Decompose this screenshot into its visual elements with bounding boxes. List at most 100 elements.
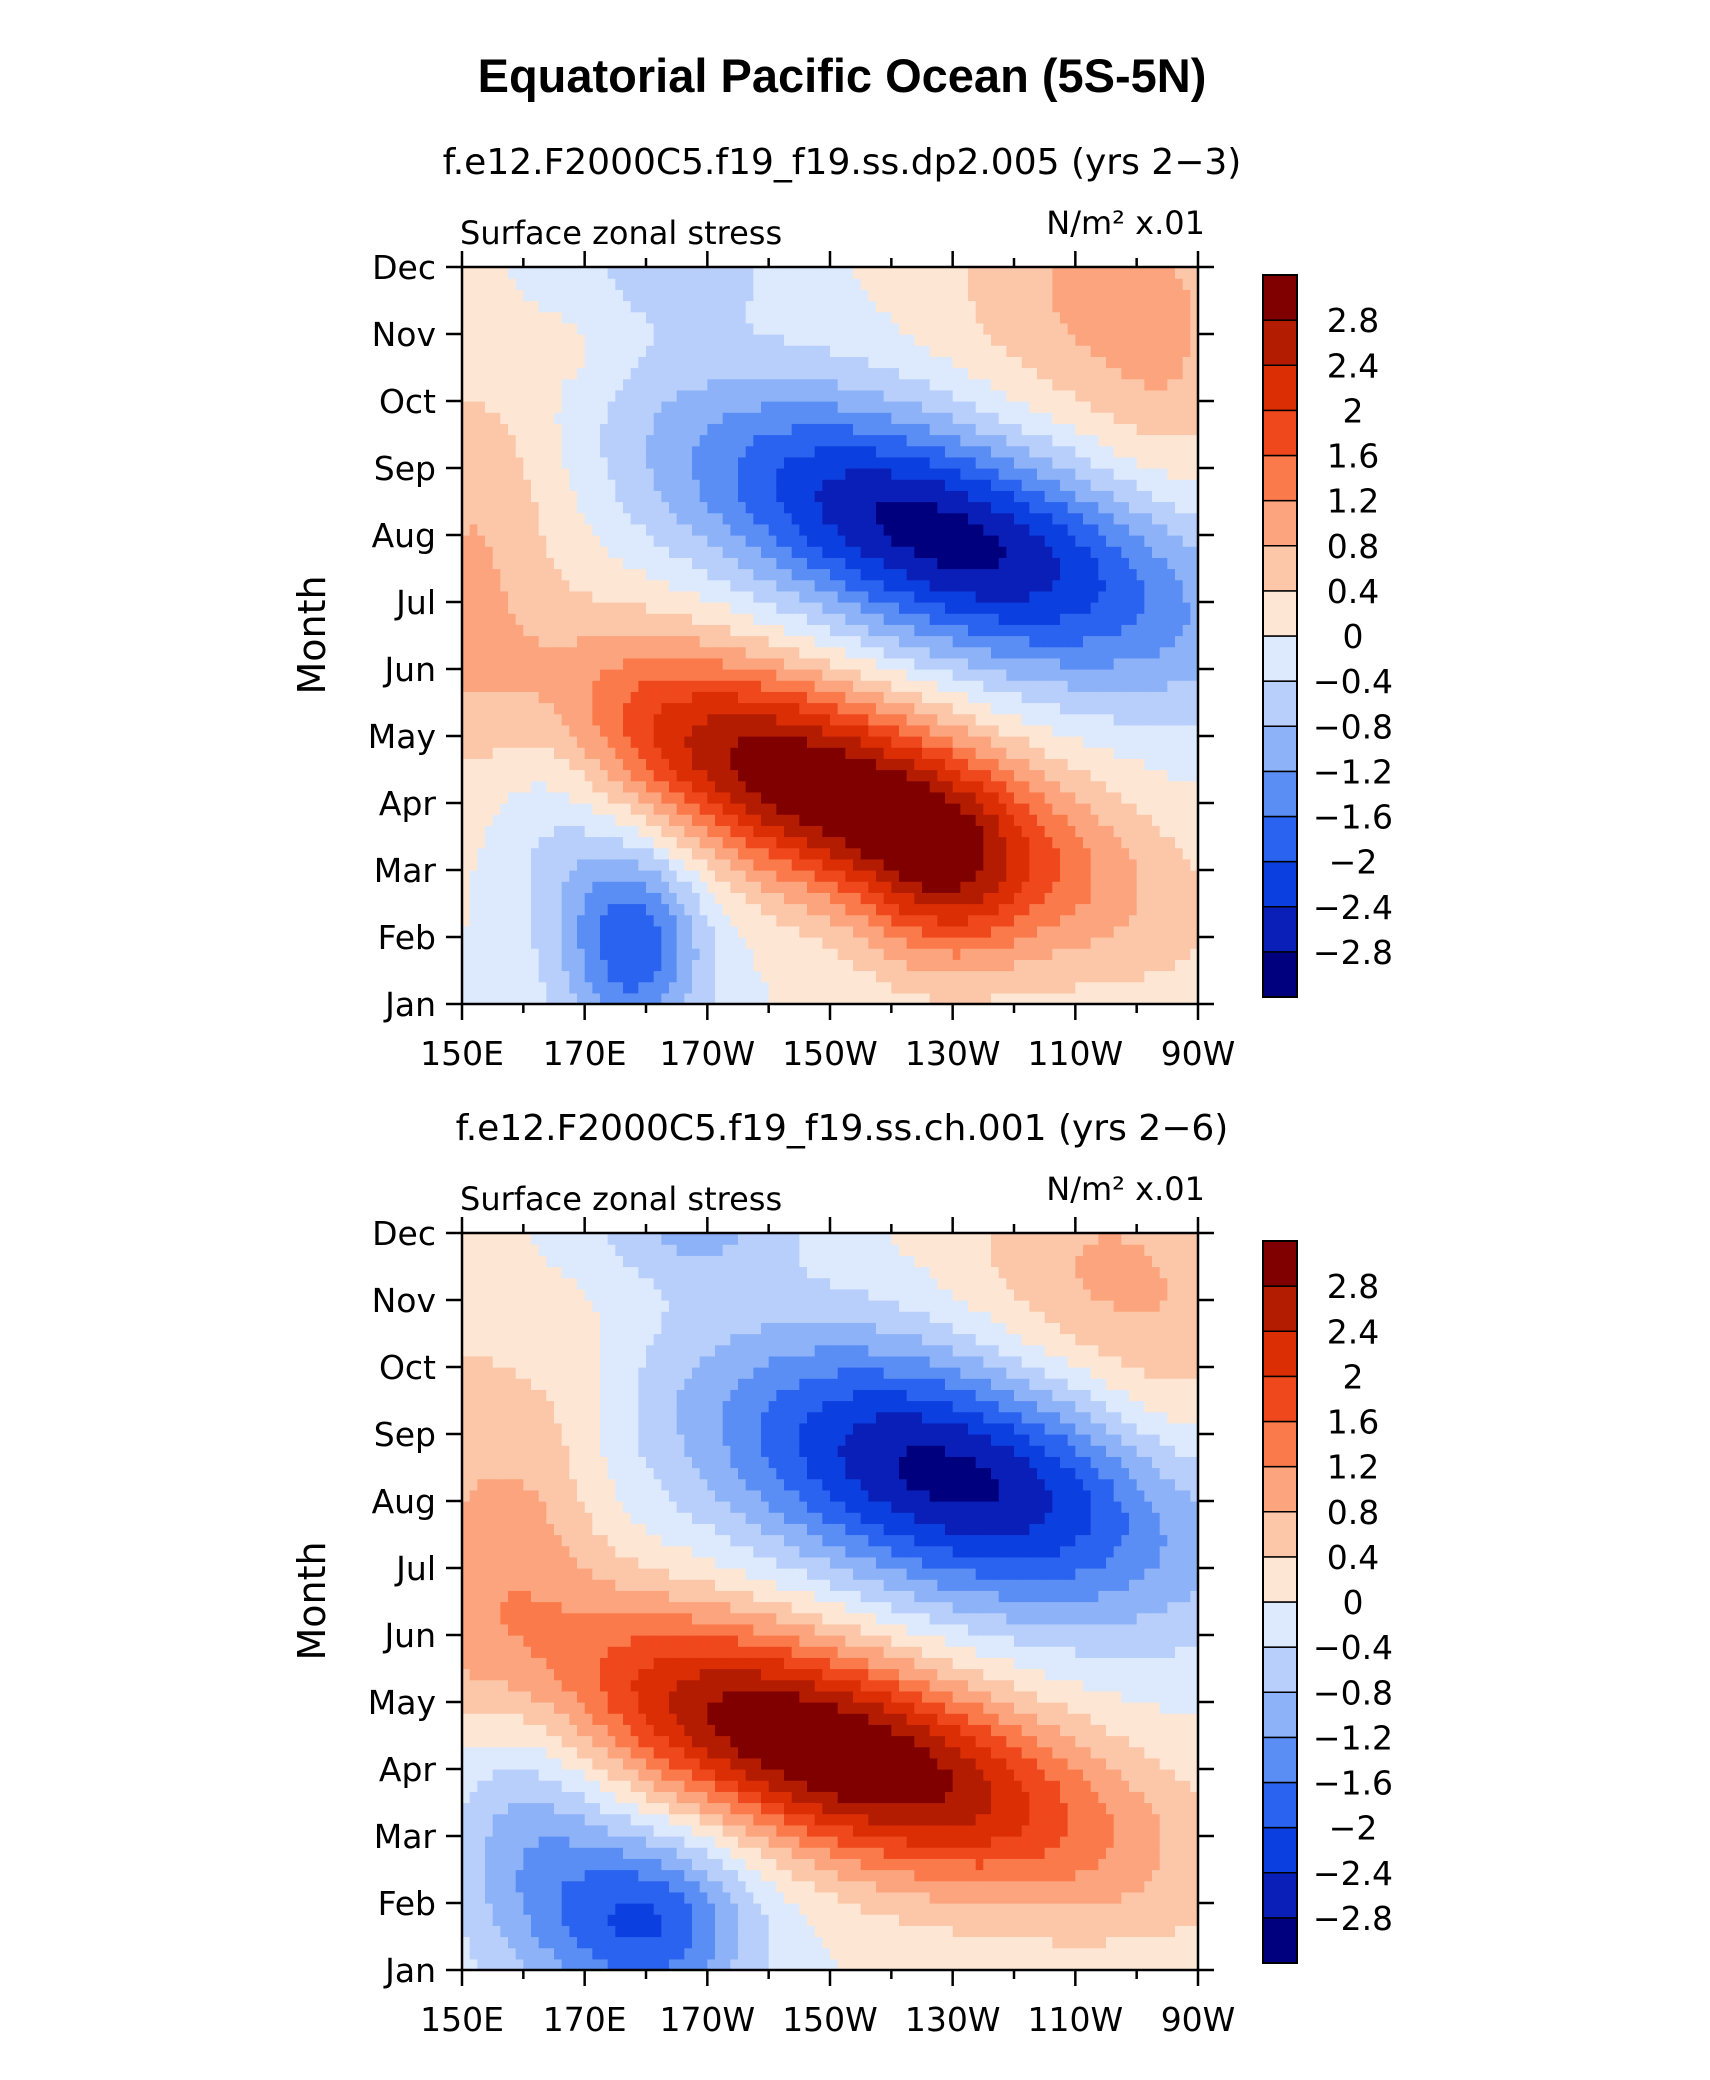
heatmap-cell: [768, 646, 777, 659]
heatmap-cell: [1167, 758, 1176, 771]
heatmap-cell: [799, 892, 808, 905]
heatmap-cell: [692, 914, 701, 927]
heatmap-cell: [799, 713, 808, 726]
heatmap-cell: [745, 758, 754, 771]
heatmap-cell: [1182, 870, 1191, 882]
heatmap-cell: [1006, 702, 1015, 715]
heatmap-cell: [1060, 456, 1069, 469]
heatmap-cell: [1083, 557, 1092, 570]
heatmap-cell: [653, 825, 662, 838]
heatmap-cell: [952, 914, 961, 927]
heatmap-cell: [876, 992, 885, 1005]
heatmap-cell: [1190, 456, 1199, 469]
heatmap-cell: [1029, 736, 1038, 748]
heatmap-cell: [807, 825, 816, 838]
heatmap-cell: [975, 914, 984, 927]
heatmap-cell: [1159, 423, 1168, 436]
heatmap-cell: [538, 445, 547, 458]
heatmap-cell: [814, 579, 823, 592]
heatmap-cell: [684, 747, 693, 759]
heatmap-cell: [768, 579, 777, 592]
heatmap-cell: [922, 981, 931, 994]
heatmap-cell: [853, 758, 862, 771]
heatmap-cell: [607, 512, 616, 525]
heatmap-cell: [860, 535, 869, 547]
heatmap-cell: [1083, 590, 1092, 603]
heatmap-cell: [960, 456, 969, 469]
heatmap-cell: [561, 568, 570, 581]
heatmap-cell: [1106, 724, 1115, 737]
heatmap-cell: [807, 535, 816, 547]
heatmap-cell: [469, 758, 478, 771]
heatmap-cell: [1175, 456, 1184, 469]
heatmap-cell: [945, 747, 954, 759]
heatmap-cell: [1021, 836, 1030, 849]
heatmap-cell: [1067, 445, 1076, 458]
heatmap-cell: [676, 769, 685, 782]
heatmap-cell: [1182, 769, 1191, 782]
heatmap-cell: [546, 535, 555, 547]
heatmap-cell: [508, 948, 517, 960]
heatmap-cell: [523, 925, 532, 938]
heatmap-cell: [592, 568, 601, 581]
heatmap-cell: [1113, 456, 1122, 469]
heatmap-cell: [876, 568, 885, 581]
heatmap-cell: [1029, 501, 1038, 514]
heatmap-cell: [469, 925, 478, 938]
heatmap-cell: [791, 992, 800, 1005]
heatmap-cell: [814, 479, 823, 491]
heatmap-cell: [837, 479, 846, 491]
heatmap-cell: [1159, 713, 1168, 726]
heatmap-cell: [975, 468, 984, 480]
heatmap-cell: [983, 825, 992, 838]
heatmap-cell: [853, 579, 862, 592]
heatmap-cell: [968, 858, 977, 871]
heatmap-cell: [600, 468, 609, 480]
heatmap-cell: [1167, 847, 1176, 860]
heatmap-cell: [523, 724, 532, 737]
heatmap-cell: [1129, 613, 1138, 625]
heatmap-cell: [960, 758, 969, 771]
heatmap-cell: [492, 925, 501, 938]
heatmap-cell: [546, 747, 555, 759]
heatmap-cell: [669, 780, 678, 793]
heatmap-cell: [1060, 970, 1069, 983]
heatmap-cell: [1113, 814, 1122, 826]
heatmap-cell: [653, 769, 662, 782]
heatmap-cell: [860, 780, 869, 793]
heatmap-cell: [1182, 825, 1191, 838]
heatmap-cell: [768, 590, 777, 603]
heatmap-cell: [485, 479, 494, 491]
heatmap-cell: [523, 680, 532, 692]
heatmap-cell: [776, 680, 785, 692]
heatmap-cell: [515, 479, 524, 491]
heatmap-cell: [1021, 512, 1030, 525]
heatmap-cell: [669, 769, 678, 782]
heatmap-cell: [500, 546, 509, 558]
heatmap-cell: [569, 602, 578, 614]
heatmap-cell: [1060, 747, 1069, 759]
heatmap-cell: [968, 445, 977, 458]
heatmap-cell: [469, 825, 478, 838]
heatmap-cell: [1014, 959, 1023, 972]
heatmap-cell: [998, 858, 1007, 871]
heatmap-cell: [469, 568, 478, 581]
heatmap-cell: [753, 657, 762, 670]
heatmap-cell: [500, 981, 509, 994]
heatmap-cell: [492, 624, 501, 637]
heatmap-cell: [776, 512, 785, 525]
heatmap-cell: [784, 892, 793, 905]
heatmap-cell: [853, 814, 862, 826]
heatmap-cell: [584, 590, 593, 603]
heatmap-cell: [1029, 669, 1038, 681]
heatmap-cell: [1175, 546, 1184, 558]
heatmap-cell: [462, 590, 471, 603]
heatmap-cell: [1190, 523, 1199, 536]
heatmap-cell: [584, 535, 593, 547]
heatmap-cell: [500, 736, 509, 748]
heatmap-cell: [776, 602, 785, 614]
heatmap-cell: [1060, 981, 1069, 994]
heatmap-cell: [1006, 713, 1015, 726]
heatmap-cell: [508, 736, 517, 748]
heatmap-cell: [1006, 836, 1015, 849]
